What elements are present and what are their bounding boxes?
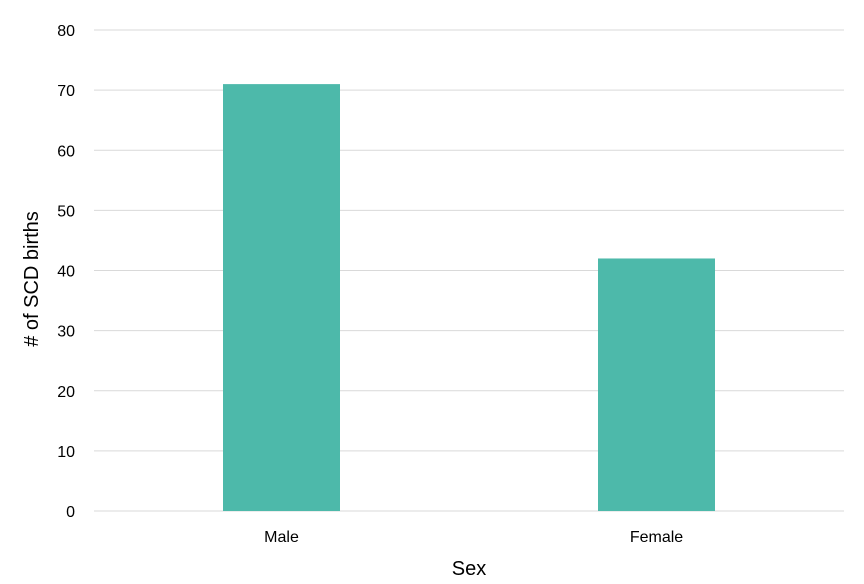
y-tick-label: 10 — [57, 444, 75, 461]
x-category-label: Female — [630, 529, 683, 546]
y-tick-label: 60 — [57, 143, 75, 160]
y-axis-ticks: 0 10 20 30 40 50 60 70 80 — [57, 23, 75, 521]
x-axis-categories: Male Female — [264, 529, 683, 546]
y-axis-title: # of SCD births — [21, 211, 43, 347]
x-axis-title: Sex — [452, 558, 486, 580]
y-tick-label: 40 — [57, 264, 75, 281]
y-tick-label: 20 — [57, 384, 75, 401]
y-tick-label: 80 — [57, 23, 75, 40]
bars — [223, 84, 715, 512]
y-tick-label: 0 — [66, 504, 75, 521]
gridlines — [94, 29, 844, 512]
y-tick-label: 50 — [57, 203, 75, 220]
y-tick-label: 30 — [57, 324, 75, 341]
y-tick-label: 70 — [57, 83, 75, 100]
bar-female — [598, 258, 715, 511]
x-category-label: Male — [264, 529, 299, 546]
bar-male — [223, 84, 340, 512]
